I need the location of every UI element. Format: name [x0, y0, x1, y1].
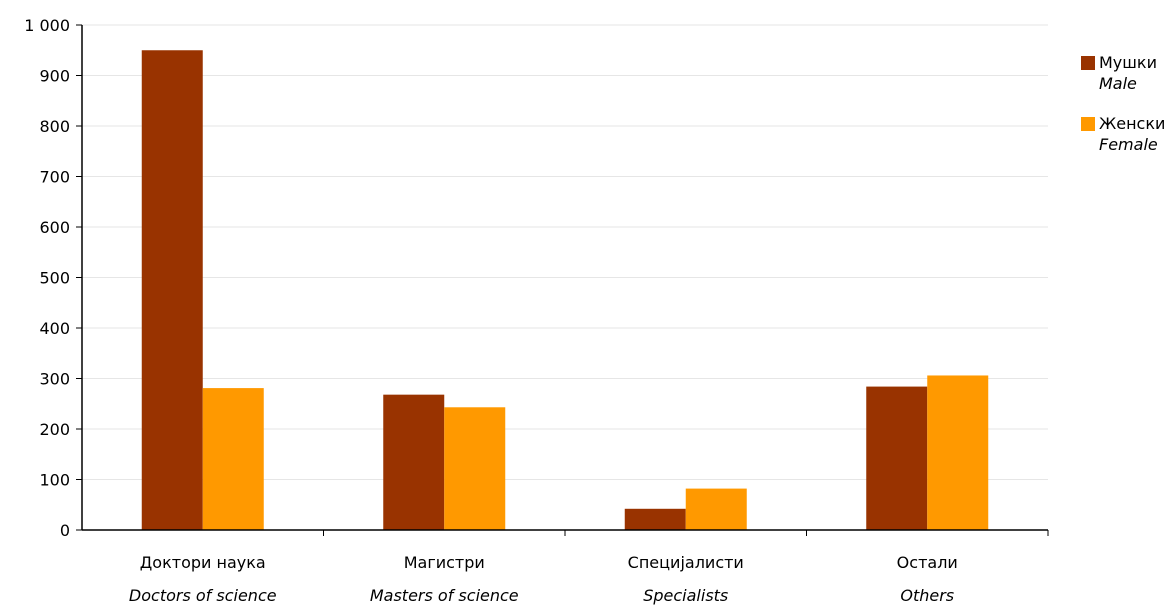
x-category-label: Магистри — [404, 553, 485, 572]
legend: Мушки Male Женски Female — [1081, 52, 1165, 174]
legend-swatch-female — [1081, 117, 1095, 131]
legend-swatch-male — [1081, 56, 1095, 70]
x-category-label-en: Specialists — [643, 586, 728, 605]
y-tick-label: 900 — [39, 67, 70, 86]
bars — [141, 50, 989, 530]
axes — [76, 24, 1049, 536]
x-axis-category-labels: Доктори наука Doctors of science Магистри M… — [129, 553, 958, 605]
bar — [685, 488, 747, 530]
x-category-label: Остали — [897, 553, 958, 572]
y-tick-label: 800 — [39, 117, 70, 136]
x-category-label-en: Doctors of science — [129, 586, 277, 605]
y-tick-label: 300 — [39, 370, 70, 389]
y-tick-label: 400 — [39, 319, 70, 338]
bar — [927, 375, 989, 530]
bar — [624, 508, 686, 530]
x-category-label: Специјалисти — [628, 553, 744, 572]
legend-label-male-en: Male — [1099, 74, 1137, 93]
legend-label-female: Женски — [1099, 114, 1166, 133]
y-tick-label: 200 — [39, 420, 70, 439]
y-tick-label: 700 — [39, 168, 70, 187]
bar — [202, 388, 264, 530]
y-axis-tick-labels: 0 100 200 300 400 500 600 700 800 900 1 000 — [24, 16, 70, 540]
legend-item-male: Мушки Male — [1081, 52, 1165, 94]
bar — [866, 386, 928, 530]
bar — [141, 50, 203, 530]
x-category-label-en: Masters of science — [370, 586, 519, 605]
x-category-label: Доктори наука — [140, 553, 266, 572]
legend-label-female-en: Female — [1099, 135, 1158, 154]
y-tick-label: 100 — [39, 471, 70, 490]
x-category-label-en: Others — [900, 586, 954, 605]
y-tick-label: 0 — [60, 521, 70, 540]
y-tick-label: 1 000 — [24, 16, 70, 35]
y-tick-label: 500 — [39, 269, 70, 288]
y-tick-label: 600 — [39, 218, 70, 237]
bar — [383, 394, 445, 530]
legend-label-male: Мушки — [1099, 53, 1157, 72]
legend-item-female: Женски Female — [1081, 113, 1165, 155]
bar — [444, 407, 506, 530]
